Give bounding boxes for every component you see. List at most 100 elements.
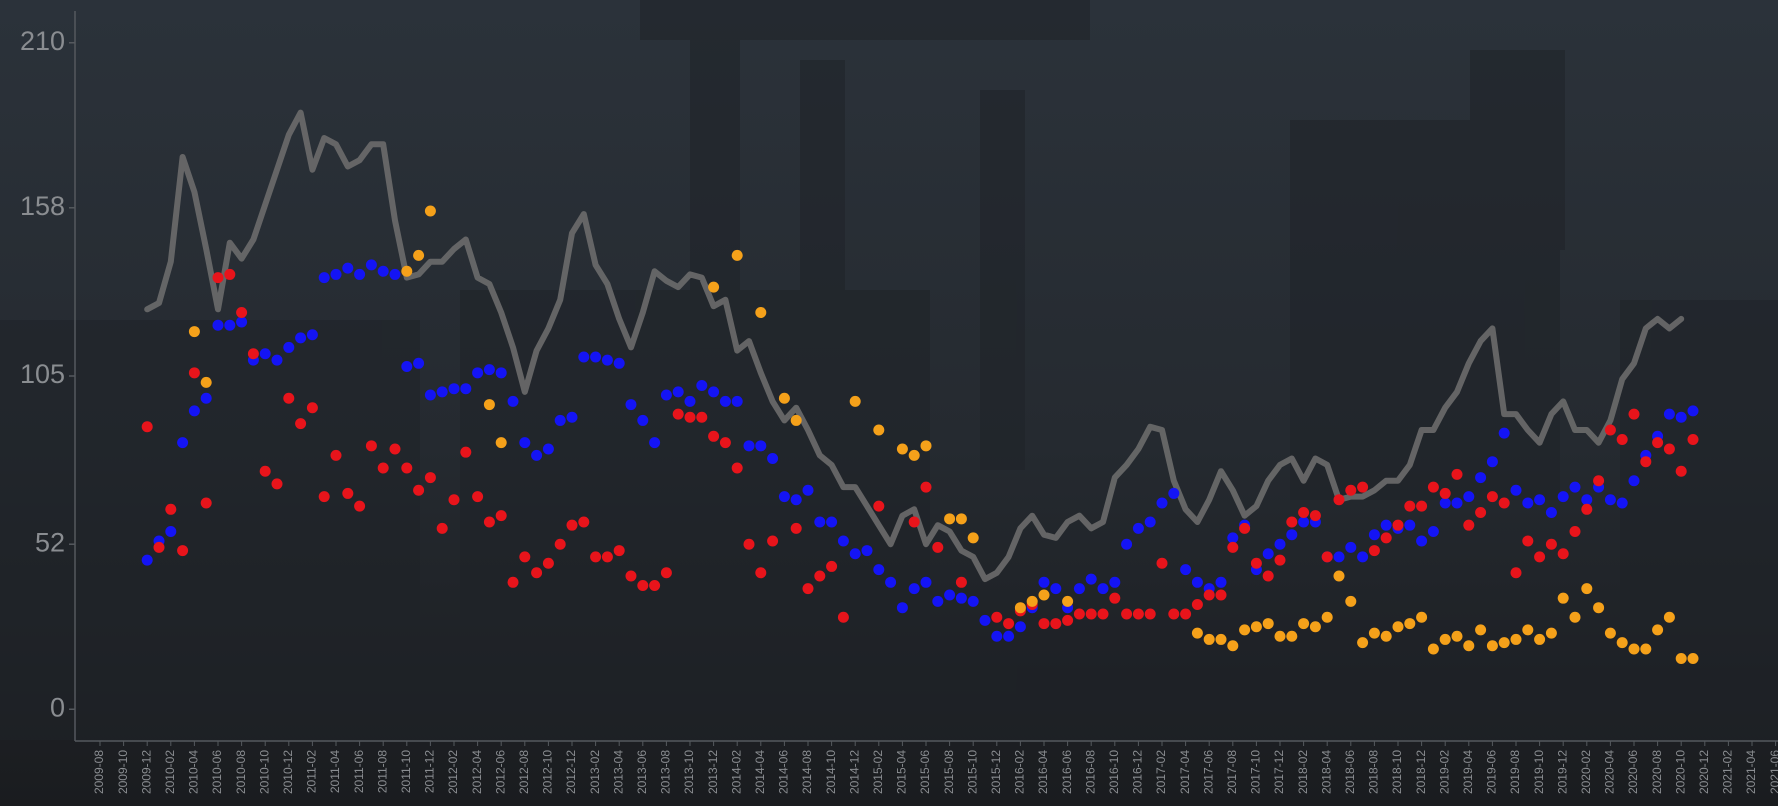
data-point xyxy=(1369,529,1380,540)
data-point xyxy=(496,367,507,378)
data-point xyxy=(1345,542,1356,553)
data-point xyxy=(342,263,353,274)
data-point xyxy=(1050,618,1061,629)
data-point xyxy=(1357,637,1368,648)
data-point xyxy=(189,405,200,416)
x-tick-label: 2012-04 xyxy=(470,750,484,794)
data-point xyxy=(838,612,849,623)
data-point xyxy=(1428,482,1439,493)
data-point xyxy=(425,472,436,483)
data-point xyxy=(932,542,943,553)
data-point xyxy=(1499,497,1510,508)
data-point xyxy=(1511,485,1522,496)
data-point xyxy=(1475,472,1486,483)
data-point xyxy=(354,501,365,512)
data-point xyxy=(1617,637,1628,648)
x-tick-label: 2015-12 xyxy=(989,750,1003,794)
data-point xyxy=(1546,539,1557,550)
data-point xyxy=(449,494,460,505)
data-point xyxy=(425,205,436,216)
data-point xyxy=(272,355,283,366)
data-point xyxy=(1640,643,1651,654)
data-point xyxy=(378,266,389,277)
data-point xyxy=(921,577,932,588)
x-tick-label: 2010-12 xyxy=(281,750,295,794)
data-point xyxy=(814,570,825,581)
data-point xyxy=(803,485,814,496)
data-point xyxy=(307,329,318,340)
data-point xyxy=(236,317,247,328)
x-tick-label: 2012-06 xyxy=(493,750,507,794)
x-tick-label: 2012-02 xyxy=(446,750,460,794)
x-tick-label: 2021-04 xyxy=(1744,750,1758,794)
data-point xyxy=(991,631,1002,642)
data-point xyxy=(307,402,318,413)
data-point xyxy=(720,396,731,407)
data-point xyxy=(142,421,153,432)
data-point xyxy=(272,478,283,489)
data-point xyxy=(555,415,566,426)
x-tick-label: 2012-10 xyxy=(541,750,555,794)
data-point xyxy=(1216,577,1227,588)
x-tick-label: 2014-02 xyxy=(729,750,743,794)
data-point xyxy=(1688,405,1699,416)
data-point xyxy=(390,269,401,280)
y-tick-label: 0 xyxy=(50,692,65,722)
data-point xyxy=(991,612,1002,623)
data-point xyxy=(1416,612,1427,623)
data-point xyxy=(1216,590,1227,601)
data-point xyxy=(1617,434,1628,445)
data-point xyxy=(1404,618,1415,629)
data-point xyxy=(236,307,247,318)
x-tick-label: 2017-08 xyxy=(1225,750,1239,794)
data-point xyxy=(1334,494,1345,505)
data-point xyxy=(1227,542,1238,553)
data-point xyxy=(1086,574,1097,585)
data-point xyxy=(1581,504,1592,515)
data-point xyxy=(165,504,176,515)
data-point xyxy=(873,501,884,512)
data-point xyxy=(1664,612,1675,623)
x-tick-label: 2019-10 xyxy=(1532,750,1546,794)
data-point xyxy=(1310,510,1321,521)
data-point xyxy=(1581,583,1592,594)
data-point xyxy=(1440,497,1451,508)
x-tick-label: 2019-12 xyxy=(1555,750,1569,794)
data-point xyxy=(1098,583,1109,594)
data-point xyxy=(755,567,766,578)
data-point xyxy=(1192,599,1203,610)
data-point xyxy=(1652,437,1663,448)
x-tick-label: 2009-12 xyxy=(139,750,153,794)
x-tick-label: 2019-04 xyxy=(1461,750,1475,794)
data-point xyxy=(909,583,920,594)
data-point xyxy=(1428,526,1439,537)
x-tick-label: 2010-04 xyxy=(187,750,201,794)
data-point xyxy=(1593,602,1604,613)
data-point xyxy=(1629,409,1640,420)
data-point xyxy=(484,517,495,528)
data-point xyxy=(1133,523,1144,534)
data-point xyxy=(626,570,637,581)
data-point xyxy=(248,348,259,359)
data-point xyxy=(295,418,306,429)
data-point xyxy=(708,282,719,293)
data-point xyxy=(685,412,696,423)
data-point xyxy=(1098,609,1109,620)
data-point xyxy=(862,545,873,556)
data-point xyxy=(1180,609,1191,620)
data-point xyxy=(1216,634,1227,645)
x-tick-label: 2019-02 xyxy=(1437,750,1451,794)
data-point xyxy=(1263,618,1274,629)
data-point xyxy=(732,463,743,474)
data-point xyxy=(1062,596,1073,607)
x-tick-label: 2017-10 xyxy=(1249,750,1263,794)
x-tick-label: 2013-12 xyxy=(706,750,720,794)
data-point xyxy=(614,545,625,556)
data-point xyxy=(1227,532,1238,543)
data-point xyxy=(331,450,342,461)
data-point xyxy=(755,440,766,451)
data-point xyxy=(767,536,778,547)
data-point xyxy=(201,393,212,404)
x-tick-label: 2015-04 xyxy=(895,750,909,794)
data-point xyxy=(1039,590,1050,601)
